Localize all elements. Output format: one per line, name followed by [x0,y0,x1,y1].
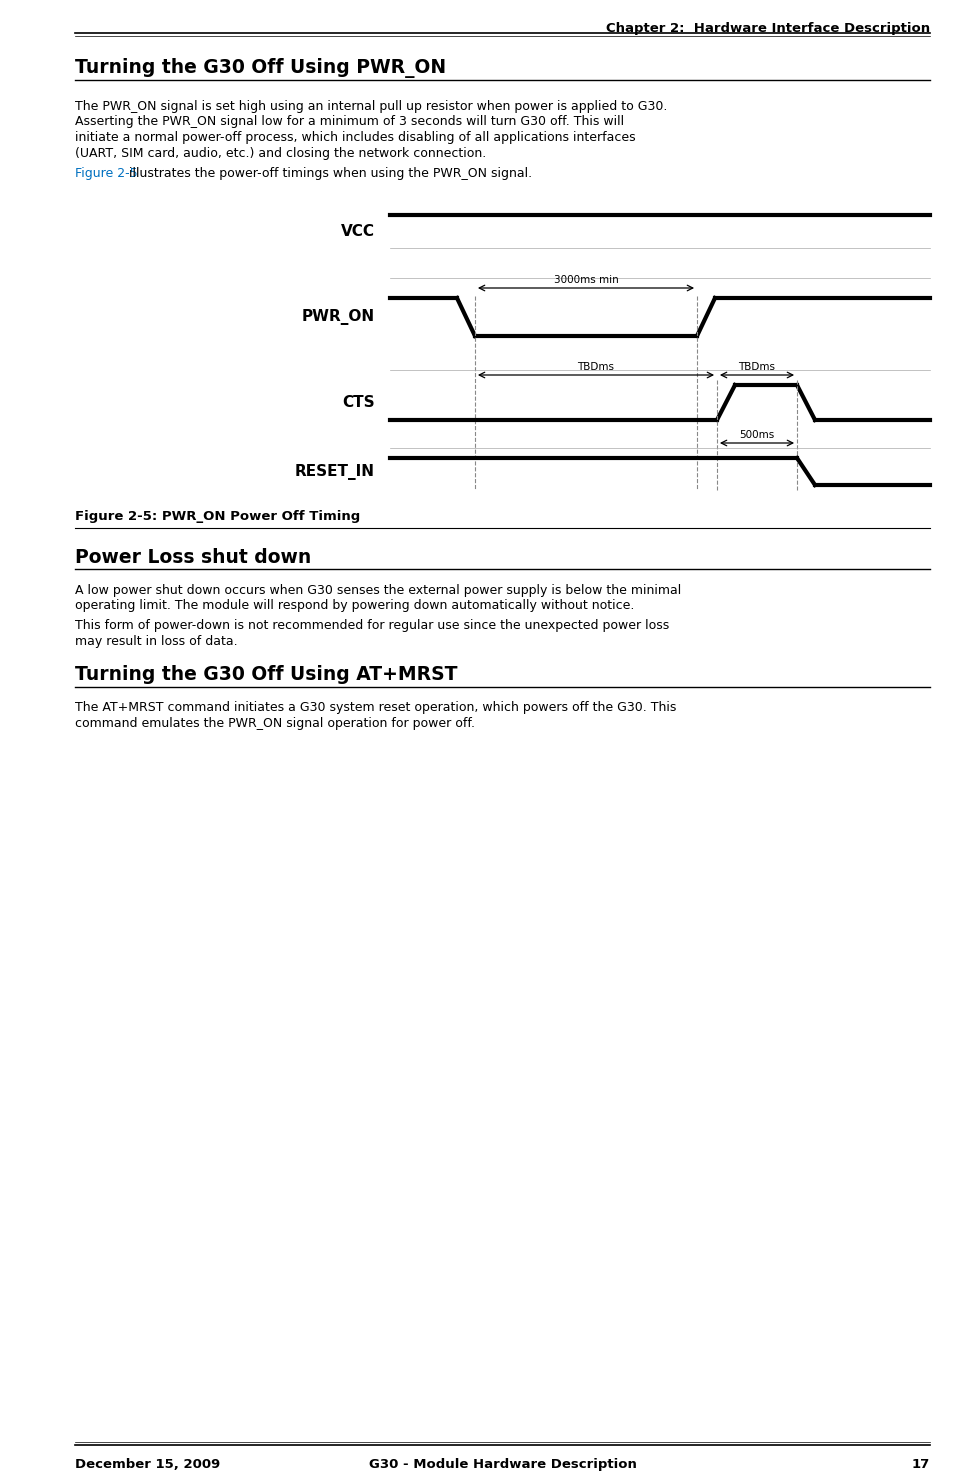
Text: Figure 2-5: Figure 2-5 [75,167,138,180]
Text: The AT+MRST command initiates a G30 system reset operation, which powers off the: The AT+MRST command initiates a G30 syst… [75,701,676,714]
Text: A low power shut down occurs when G30 senses the external power supply is below : A low power shut down occurs when G30 se… [75,584,681,597]
Text: command emulates the PWR_ON signal operation for power off.: command emulates the PWR_ON signal opera… [75,717,475,730]
Text: Chapter 2:  Hardware Interface Description: Chapter 2: Hardware Interface Descriptio… [606,22,930,35]
Text: RESET_IN: RESET_IN [295,464,375,479]
Text: 3000ms min: 3000ms min [554,275,618,285]
Text: This form of power-down is not recommended for regular use since the unexpected : This form of power-down is not recommend… [75,619,669,633]
Text: Figure 2-5: PWR_ON Power Off Timing: Figure 2-5: PWR_ON Power Off Timing [75,510,361,523]
Text: G30 - Module Hardware Description: G30 - Module Hardware Description [368,1457,636,1471]
Text: initiate a normal power-off process, which includes disabling of all application: initiate a normal power-off process, whi… [75,132,636,143]
Text: may result in loss of data.: may result in loss of data. [75,634,237,647]
Text: December 15, 2009: December 15, 2009 [75,1457,220,1471]
Text: Turning the G30 Off Using PWR_ON: Turning the G30 Off Using PWR_ON [75,58,446,78]
Text: PWR_ON: PWR_ON [302,309,375,325]
Text: Turning the G30 Off Using AT+MRST: Turning the G30 Off Using AT+MRST [75,665,457,684]
Text: (UART, SIM card, audio, etc.) and closing the network connection.: (UART, SIM card, audio, etc.) and closin… [75,146,487,160]
Text: TBDms: TBDms [739,362,776,372]
Text: Power Loss shut down: Power Loss shut down [75,548,312,568]
Text: The PWR_ON signal is set high using an internal pull up resistor when power is a: The PWR_ON signal is set high using an i… [75,101,667,112]
Text: 500ms: 500ms [740,430,775,440]
Text: CTS: CTS [342,395,375,409]
Text: TBDms: TBDms [577,362,615,372]
Text: 17: 17 [912,1457,930,1471]
Text: operating limit. The module will respond by powering down automatically without : operating limit. The module will respond… [75,600,634,612]
Text: illustrates the power-off timings when using the PWR_ON signal.: illustrates the power-off timings when u… [125,167,532,180]
Text: Asserting the PWR_ON signal low for a minimum of 3 seconds will turn G30 off. Th: Asserting the PWR_ON signal low for a mi… [75,115,624,129]
Text: VCC: VCC [341,225,375,239]
